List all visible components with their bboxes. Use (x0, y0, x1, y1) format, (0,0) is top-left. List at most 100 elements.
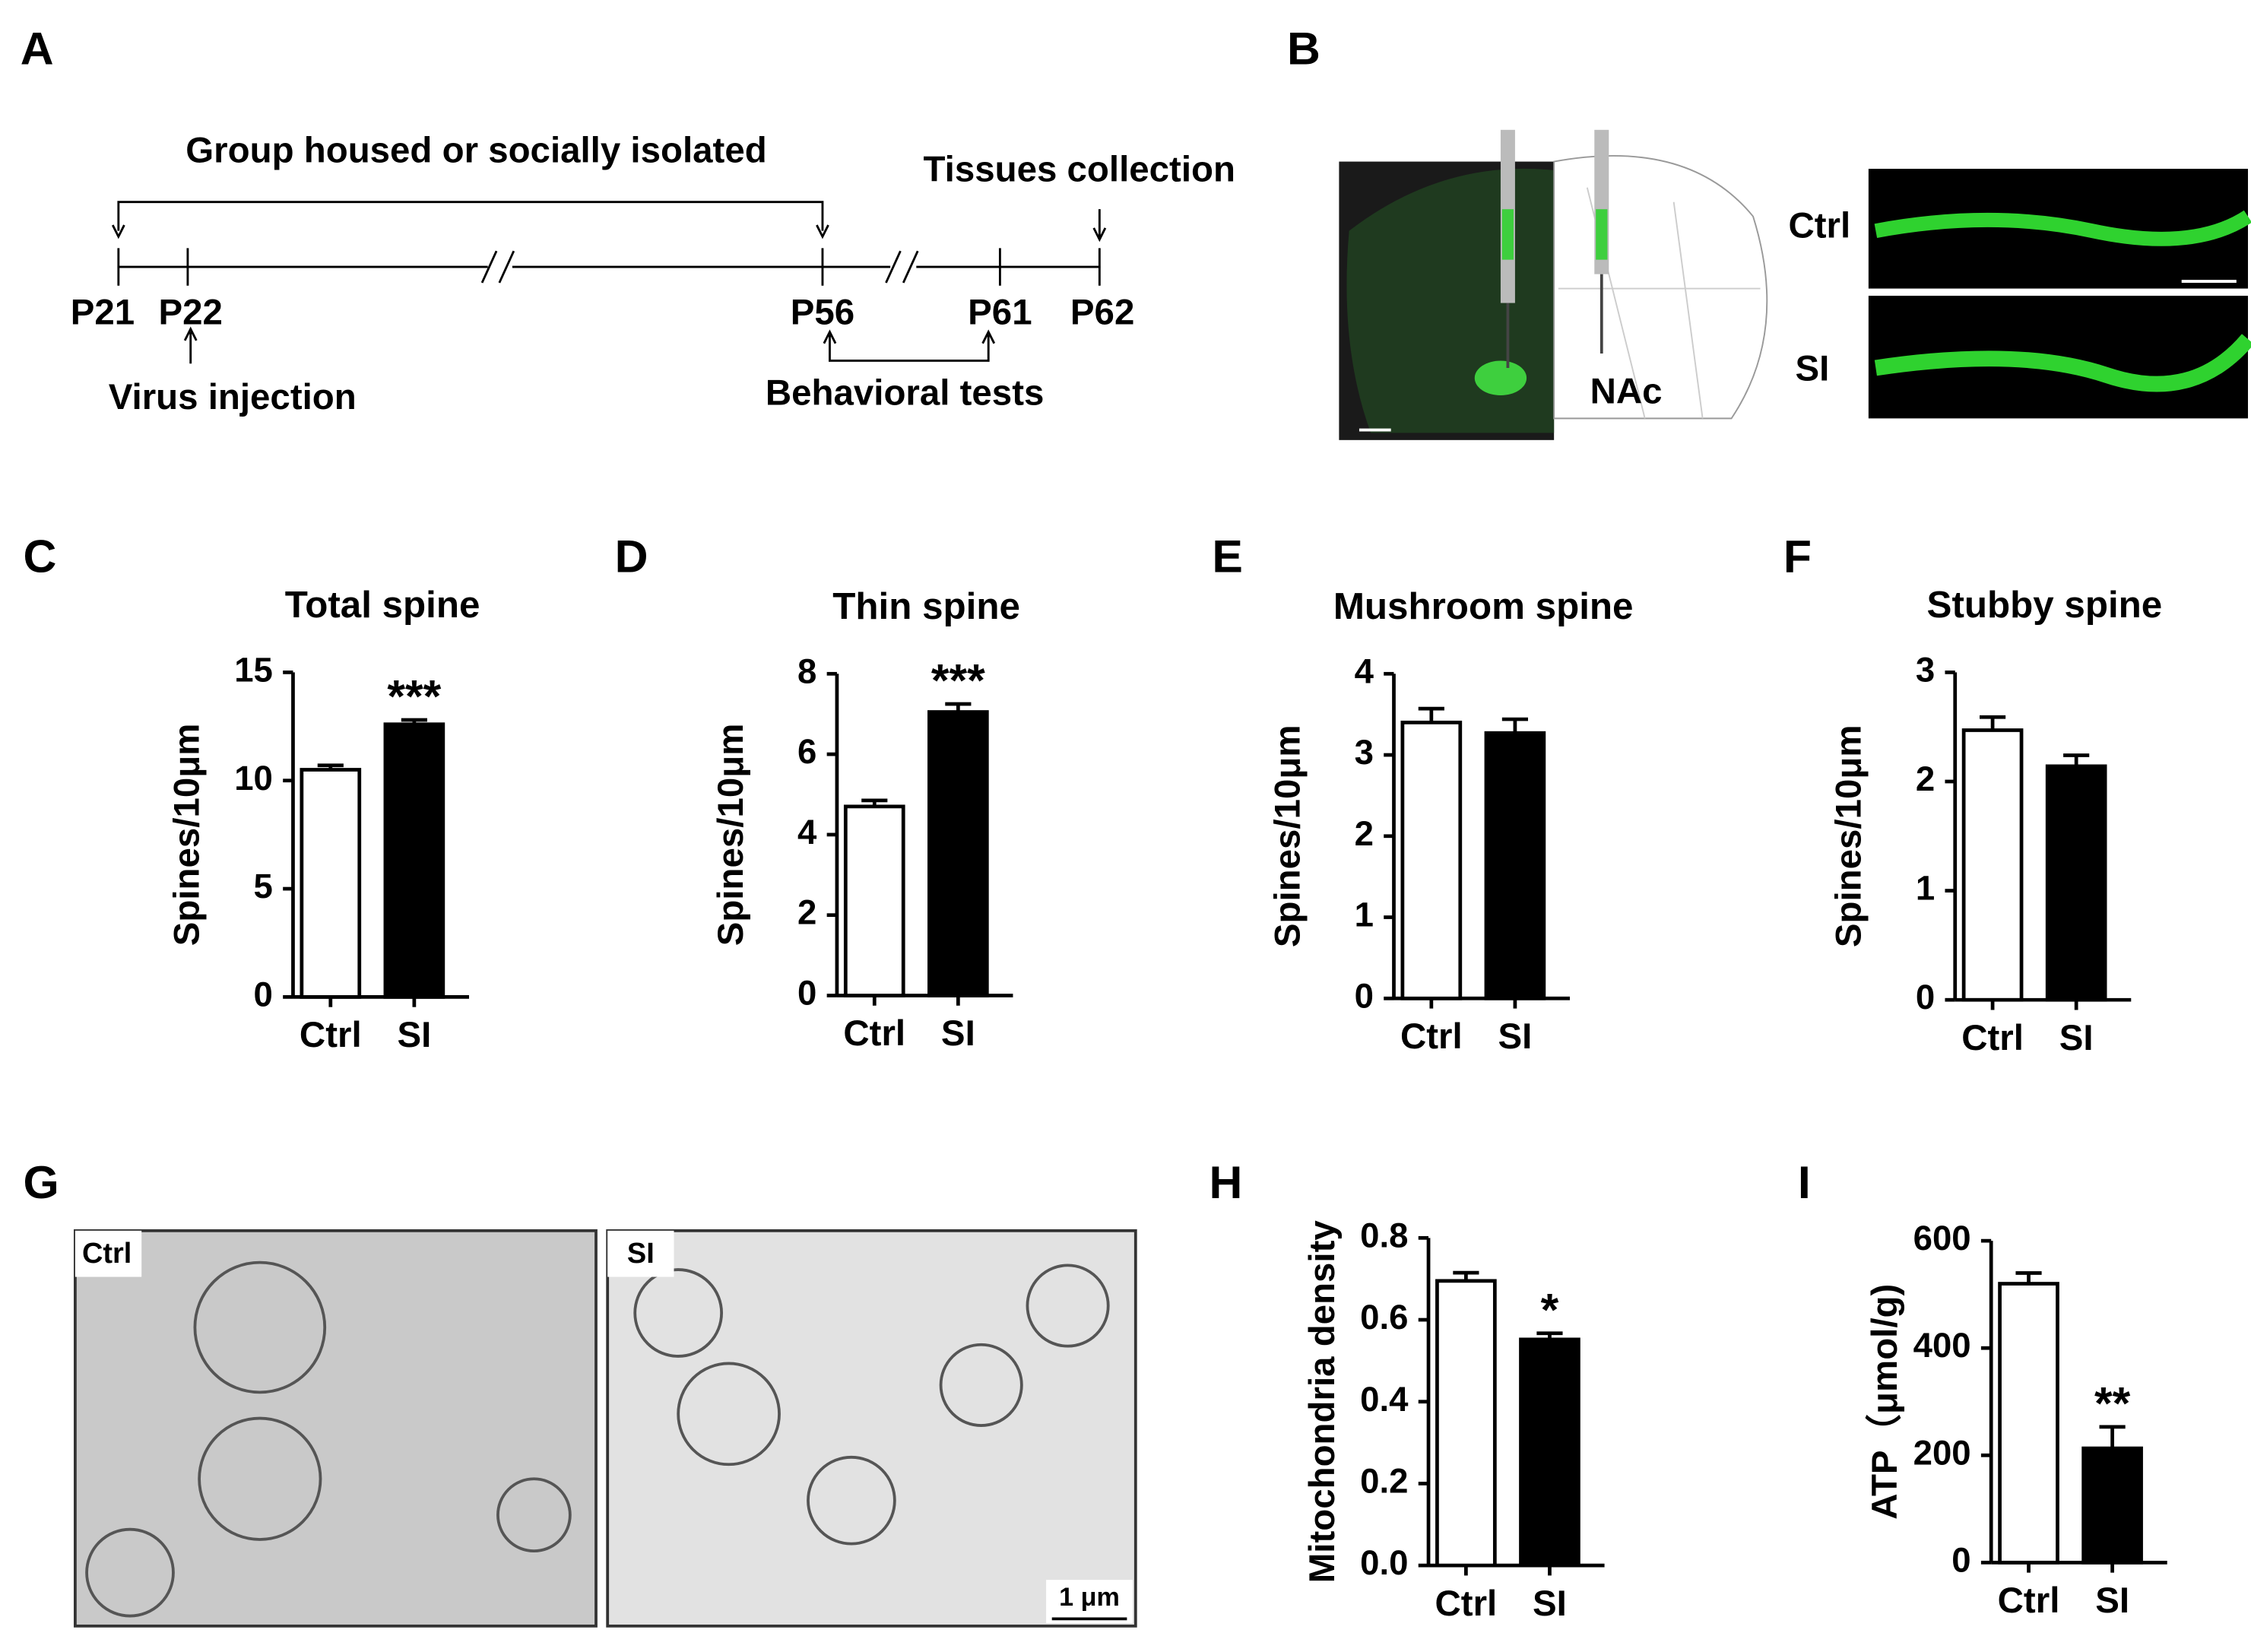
x-tick-label: SI (1498, 1016, 1532, 1057)
dendrite (1874, 210, 2251, 246)
bracket (117, 201, 824, 231)
em-image (73, 1229, 598, 1628)
y-tick-label: 4 (797, 813, 817, 851)
panel-label: A (21, 22, 54, 74)
significance: *** (931, 654, 985, 706)
y-axis-label: Spines/10μm (1267, 725, 1308, 947)
injection-site (1474, 360, 1527, 396)
em-images (73, 1229, 1137, 1628)
timeline-label: Tissues collection (924, 149, 1235, 189)
scale-label: 1 μm (1059, 1583, 1120, 1612)
x-tick-label: Ctrl (1961, 1018, 2024, 1058)
image-label: SI (1795, 348, 1829, 388)
y-tick-label: 200 (1913, 1433, 1971, 1472)
bar (1961, 728, 2024, 1002)
y-tick-label: 2 (1916, 759, 1935, 798)
y-tick-label: 1 (1916, 869, 1935, 908)
bar (1400, 720, 1463, 1000)
image-label: Ctrl (1788, 205, 1850, 246)
day-label: P61 (968, 292, 1032, 332)
bracket (823, 329, 996, 362)
y-tick-label: 0.6 (1360, 1298, 1408, 1337)
em-image (606, 1229, 1137, 1628)
timeline-tick (117, 248, 1101, 286)
chart-title: Total spine (285, 584, 480, 626)
timeline (111, 201, 1107, 364)
panel-label: I (1798, 1156, 1811, 1208)
y-axis-label: Spines/10μm (166, 724, 207, 946)
day-label: P56 (791, 292, 854, 332)
y-tick-label: 15 (234, 650, 273, 689)
x-tick-label: Ctrl (1998, 1581, 2060, 1621)
brain-image (1339, 129, 1768, 440)
y-tick-label: 3 (1916, 650, 1935, 689)
panel-label: F (1783, 530, 1812, 582)
y-tick-label: 8 (797, 652, 816, 690)
panel-label: H (1210, 1156, 1243, 1208)
y-tick-label: 0.2 (1360, 1461, 1408, 1500)
panel-label: E (1212, 530, 1243, 582)
arrow (183, 326, 198, 364)
timeline-label: Behavioral tests (766, 373, 1044, 414)
y-axis-label: ATP（μmol/g) (1865, 1284, 1905, 1520)
dendrite (1874, 334, 2251, 392)
bar (1519, 1337, 1580, 1568)
image-label: Ctrl (82, 1238, 132, 1270)
y-tick-label: 0 (797, 974, 816, 1013)
y-tick-label: 0.4 (1360, 1380, 1409, 1419)
bar (843, 804, 905, 997)
syringe-fill (1501, 209, 1514, 260)
y-tick-label: 1 (1355, 896, 1374, 934)
label-box (1046, 1580, 1133, 1624)
y-tick-label: 0 (1916, 978, 1935, 1016)
organelle (1026, 1264, 1110, 1348)
organelle (807, 1455, 896, 1546)
significance: *** (387, 670, 441, 721)
x-tick-label: Ctrl (843, 1013, 905, 1054)
y-tick-label: 3 (1355, 733, 1374, 772)
panel-label: G (24, 1156, 59, 1208)
y-axis-label: Spines/10μm (711, 724, 751, 946)
organelle (677, 1362, 781, 1467)
region-label: NAc (1590, 372, 1663, 412)
organelle (496, 1477, 572, 1553)
y-tick-label: 0.0 (1360, 1543, 1408, 1582)
y-tick-label: 0.8 (1360, 1216, 1408, 1254)
syringe-fill (1596, 209, 1608, 260)
organelle (85, 1527, 175, 1618)
x-tick-label: SI (941, 1013, 975, 1054)
organelle (193, 1260, 327, 1394)
chart-title: Mushroom spine (1333, 585, 1634, 627)
timeline-label: Virus injection (109, 377, 357, 417)
bar (2081, 1446, 2143, 1565)
label-box (607, 1230, 674, 1277)
chart-title: Thin spine (832, 585, 1020, 627)
x-tick-label: SI (2059, 1018, 2094, 1058)
bar (1998, 1282, 2059, 1565)
x-tick-label: SI (2095, 1581, 2129, 1621)
x-tick-label: SI (1533, 1584, 1567, 1624)
bar (1435, 1279, 1497, 1568)
y-tick-label: 4 (1355, 652, 1374, 690)
y-axis-label: Mitochondria density (1302, 1220, 1343, 1584)
bar (383, 722, 445, 999)
y-tick-label: 5 (254, 867, 273, 905)
bar (927, 710, 989, 997)
y-tick-label: 10 (234, 759, 273, 797)
image-label: SI (627, 1238, 655, 1270)
y-tick-label: 400 (1913, 1326, 1971, 1365)
x-tick-label: Ctrl (1435, 1584, 1498, 1624)
panel-label: D (615, 530, 648, 582)
organelle (633, 1268, 724, 1358)
significance: ** (2094, 1377, 2131, 1428)
arrow (1092, 209, 1107, 243)
significance: * (1541, 1283, 1559, 1335)
y-tick-label: 2 (797, 893, 816, 932)
y-tick-label: 0 (254, 975, 273, 1013)
arrow-head (111, 224, 829, 239)
axis-break (480, 250, 919, 284)
bar (1484, 731, 1546, 1000)
timeline-label: Group housed or socially isolated (185, 131, 766, 171)
day-label: P62 (1070, 292, 1134, 332)
